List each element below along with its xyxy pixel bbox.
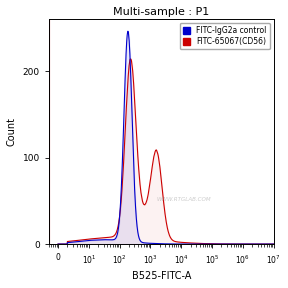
Text: WWW.RTGLAB.COM: WWW.RTGLAB.COM bbox=[156, 197, 211, 202]
Legend: FITC-IgG2a control, FITC-65067(CD56): FITC-IgG2a control, FITC-65067(CD56) bbox=[180, 23, 270, 49]
X-axis label: B525-FITC-A: B525-FITC-A bbox=[132, 271, 191, 281]
Y-axis label: Count: Count bbox=[7, 117, 17, 146]
Title: Multi-sample : P1: Multi-sample : P1 bbox=[113, 7, 209, 17]
